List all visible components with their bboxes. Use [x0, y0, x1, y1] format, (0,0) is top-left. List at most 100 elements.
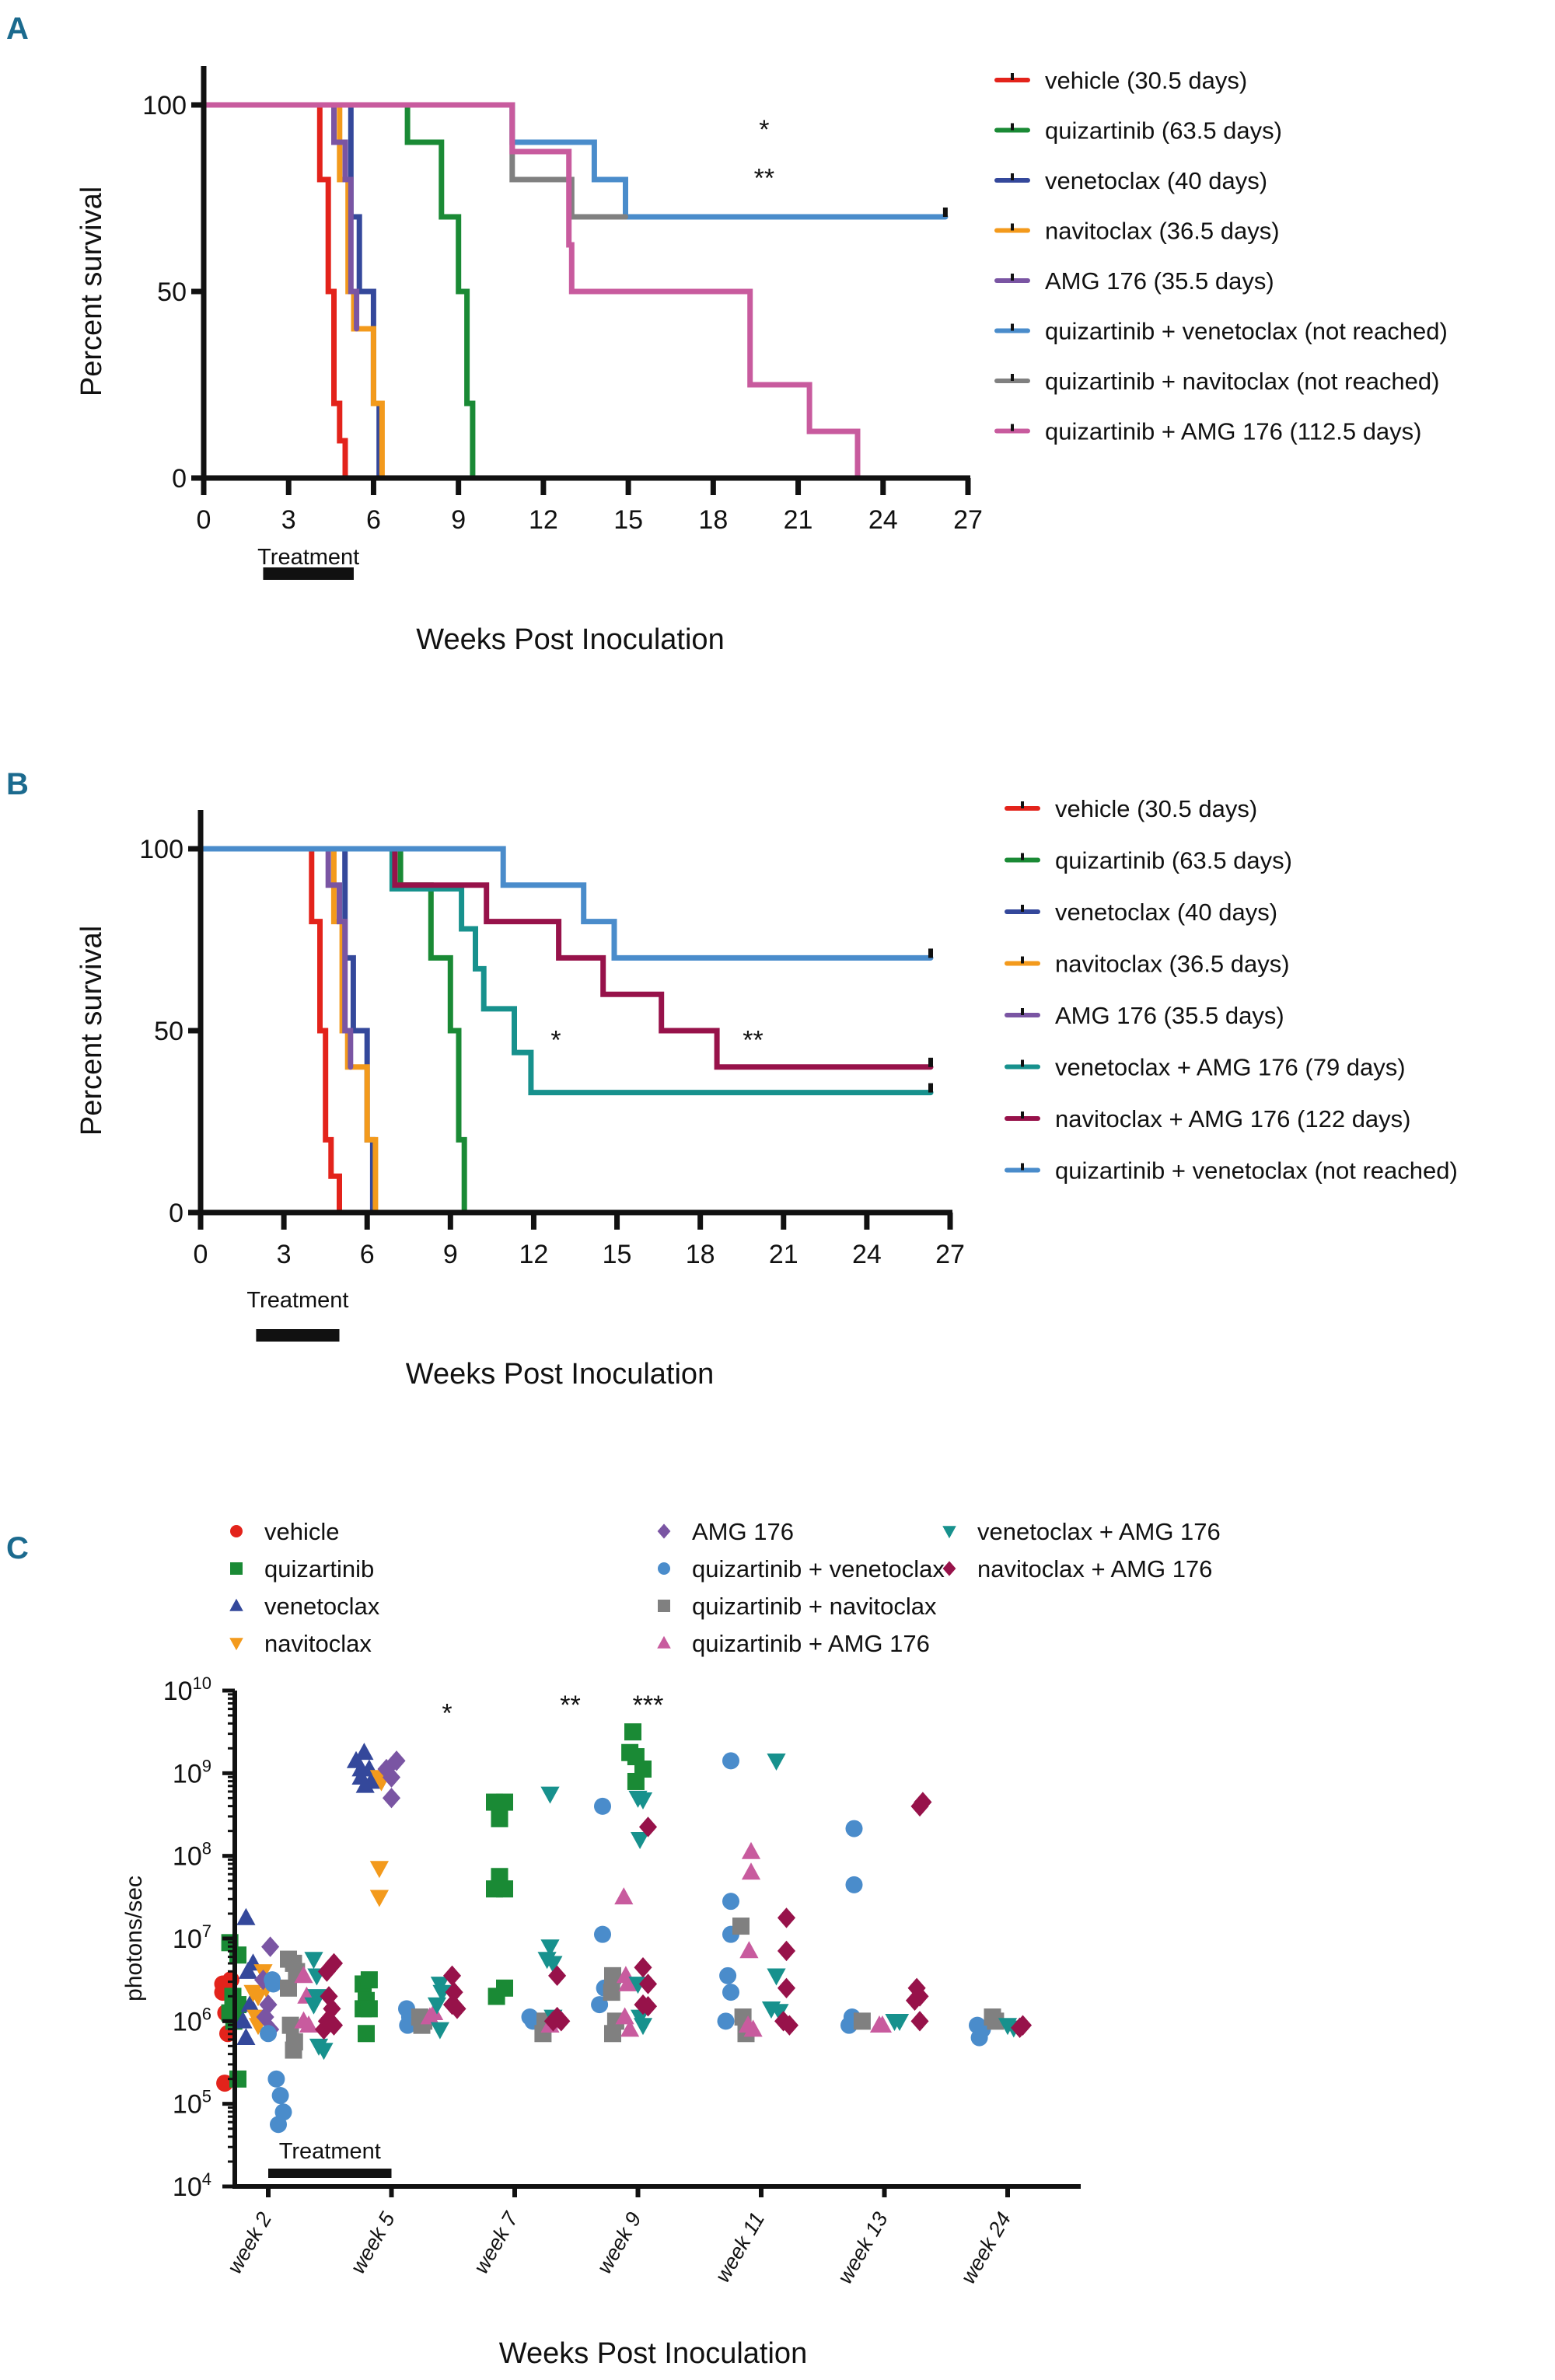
data-point	[540, 1939, 560, 1957]
data-point	[615, 2007, 634, 2025]
data-point	[633, 1792, 653, 1810]
y-tick-label: 50	[157, 277, 187, 307]
y-tick-label: 104	[173, 2169, 211, 2202]
legend-label: quizartinib + venetoclax (not reached)	[1055, 1157, 1458, 1185]
legend-item-navitoclax: navitoclax	[229, 1630, 372, 1657]
data-point	[304, 1952, 323, 1970]
data-point	[620, 2019, 640, 2037]
y-tick-label: 100	[142, 91, 187, 120]
series-quizartinib-navitoclax	[280, 1918, 1005, 2059]
data-point	[719, 1966, 737, 1984]
y-tick-label: 109	[173, 1756, 211, 1788]
data-point	[445, 1981, 463, 2003]
data-point	[767, 1754, 786, 1771]
legend-item-quizartinib-navitoclax: quizartinib + navitoclax	[658, 1593, 937, 1620]
legend-label: quizartinib + venetoclax (not reached)	[1045, 318, 1448, 345]
data-point	[540, 1786, 560, 1804]
legend-censor-mark	[1011, 424, 1014, 431]
x-tick-label: week 24	[956, 2208, 1015, 2288]
x-tick-label: 27	[953, 505, 983, 535]
data-point	[872, 2015, 892, 2033]
legend-label: AMG 176 (35.5 days)	[1055, 1002, 1284, 1029]
data-point	[442, 1965, 462, 1987]
survival-curve-amg-176-35-5-days	[201, 102, 360, 332]
legend-censor-mark	[1011, 323, 1014, 331]
data-point	[853, 2012, 871, 2030]
legend-item-quizartinib-amg-176-112-5-days: quizartinib + AMG 176 (112.5 days)	[994, 418, 1422, 445]
data-point	[491, 1809, 508, 1827]
legend-item-navitoclax-amg-176: navitoclax + AMG 176	[942, 1555, 1212, 1583]
legend-label: navitoclax + AMG 176 (122 days)	[1055, 1105, 1411, 1132]
legend-item-navitoclax-36-5-days: navitoclax (36.5 days)	[994, 218, 1280, 245]
legend-item-quizartinib: quizartinib	[230, 1555, 374, 1583]
legend-censor-mark	[1021, 1008, 1024, 1015]
x-tick-label: 24	[852, 1240, 882, 1269]
legend-label: navitoclax (36.5 days)	[1045, 218, 1280, 245]
x-tick-label: week 13	[833, 2208, 892, 2288]
treatment-label: Treatment	[246, 1288, 348, 1313]
x-tick-label: 15	[613, 505, 643, 535]
panel-label: A	[6, 12, 29, 46]
data-point	[382, 1767, 401, 1788]
x-tick-label: 15	[603, 1240, 632, 1269]
data-point	[355, 1775, 375, 1793]
series-quizartinib-amg-176	[294, 1841, 892, 2037]
data-point	[845, 1876, 863, 1893]
legend-item-navitoclax-36-5-days: navitoclax (36.5 days)	[1005, 951, 1290, 978]
panel-label: B	[6, 767, 29, 801]
legend-label: quizartinib + AMG 176	[692, 1630, 930, 1657]
data-point	[314, 2043, 334, 2061]
data-point	[743, 2019, 763, 2037]
legend-label: venetoclax + AMG 176	[977, 1518, 1221, 1545]
legend-item-amg-176-35-5-days: AMG 176 (35.5 days)	[1005, 1002, 1284, 1029]
data-point	[496, 1979, 513, 1997]
survival-curve-navitoclax-amg-176-122-days	[197, 846, 934, 1070]
x-tick-label: week 7	[469, 2207, 522, 2277]
data-point	[614, 1887, 634, 1905]
treatment-label: Treatment	[279, 2139, 381, 2164]
legend-marker-diamond	[942, 1561, 956, 1576]
legend-label: navitoclax	[264, 1630, 372, 1657]
legend-censor-mark	[1011, 123, 1014, 131]
legend-marker-circle	[230, 1525, 243, 1537]
legend-marker-circle	[658, 1562, 670, 1575]
data-point	[425, 2003, 444, 2021]
legend-item-quizartinib-venetoclax-not-reached: quizartinib + venetoclax (not reached)	[994, 318, 1448, 345]
data-point	[236, 2027, 256, 2045]
x-tick-label: 12	[519, 1240, 549, 1269]
significance-annotation: **	[754, 164, 774, 194]
legend-label: venetoclax	[264, 1593, 380, 1620]
data-points	[214, 1723, 1033, 2134]
legend-label: quizartinib	[264, 1555, 374, 1583]
data-point	[280, 1979, 297, 1997]
data-point	[387, 1750, 406, 1771]
data-point	[248, 1989, 268, 2007]
legend-item-vehicle-30-5-days: vehicle (30.5 days)	[994, 67, 1247, 94]
data-point	[634, 1957, 652, 1978]
data-point	[314, 2019, 334, 2040]
data-point	[741, 1862, 761, 1880]
legend-label: vehicle (30.5 days)	[1045, 67, 1247, 94]
significance-annotation: **	[560, 1691, 580, 1720]
data-point	[722, 1752, 739, 1770]
legend-item-quizartinib-amg-176: quizartinib + AMG 176	[657, 1630, 930, 1657]
x-tick-label: 0	[197, 505, 211, 535]
y-tick-label: 0	[172, 464, 187, 494]
legend-item-venetoclax-amg-176: venetoclax + AMG 176	[942, 1518, 1221, 1545]
data-point	[382, 1788, 401, 1809]
x-axis-label: Weeks Post Inoculation	[499, 2337, 807, 2370]
data-point	[889, 2013, 910, 2031]
legend-label: vehicle	[264, 1518, 340, 1545]
significance-annotation: *	[759, 115, 769, 145]
data-point	[261, 1936, 280, 1957]
data-point	[358, 2025, 375, 2043]
significance-annotation: ***	[633, 1691, 664, 1720]
legend-label: AMG 176 (35.5 days)	[1045, 267, 1274, 295]
survival-curve-vehicle-30-5-days	[201, 102, 348, 481]
survival-curve-vehicle-30-5-days	[197, 846, 342, 1216]
legend-label: quizartinib + navitoclax	[692, 1593, 937, 1620]
data-point	[442, 1994, 462, 2015]
legend-marker-triangle-up	[229, 1598, 243, 1611]
